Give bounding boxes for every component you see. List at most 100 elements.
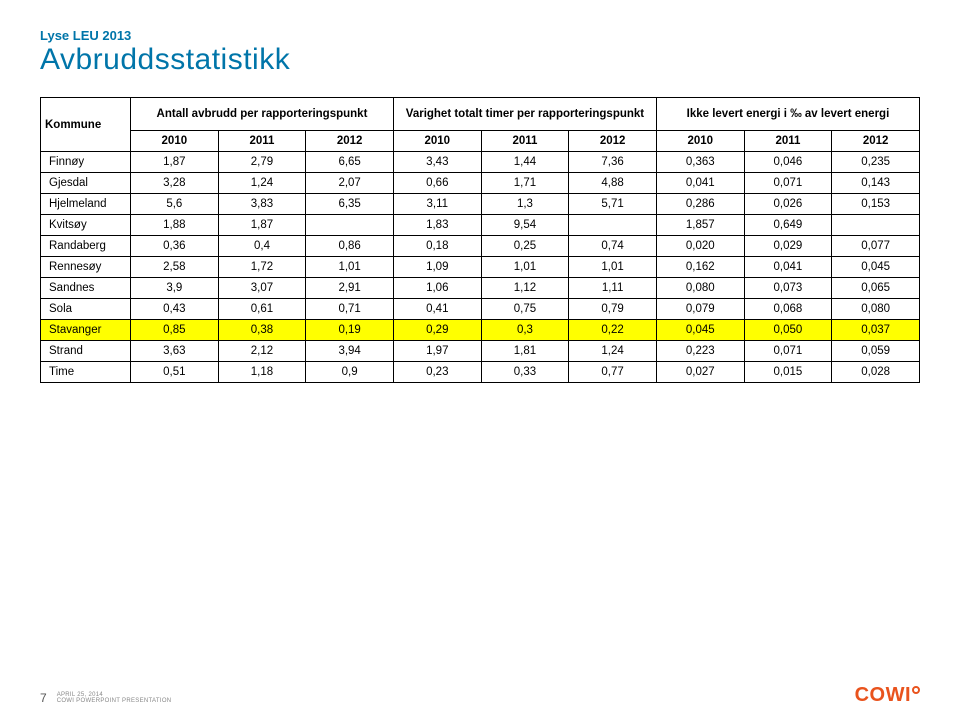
table-row: Sola0,430,610,710,410,750,790,0790,0680,…	[41, 299, 920, 320]
cell: 0,23	[393, 362, 481, 383]
cell: 0,143	[832, 173, 920, 194]
cell: 5,6	[131, 194, 219, 215]
logo-text: COWI	[855, 684, 911, 707]
cell: 1,24	[569, 341, 657, 362]
cell: 0,068	[744, 299, 832, 320]
cell: 0,065	[832, 278, 920, 299]
cell: 0,51	[131, 362, 219, 383]
cell: 0,071	[744, 173, 832, 194]
footer-source: COWI POWERPOINT PRESENTATION	[57, 698, 172, 704]
cell: 0,026	[744, 194, 832, 215]
cell: 7,36	[569, 152, 657, 173]
cell: 0,041	[744, 257, 832, 278]
cell: 0,29	[393, 320, 481, 341]
cell: 0,61	[218, 299, 306, 320]
table-row: Kvitsøy1,881,871,839,541,8570,649	[41, 215, 920, 236]
cell: 0,36	[131, 236, 219, 257]
cell: 1,87	[218, 215, 306, 236]
cell: 2,07	[306, 173, 394, 194]
cell: 2,79	[218, 152, 306, 173]
cell	[569, 215, 657, 236]
row-label: Gjesdal	[41, 173, 131, 194]
cell: 3,07	[218, 278, 306, 299]
cell: 0,162	[656, 257, 744, 278]
yr: 2012	[569, 131, 657, 152]
cell: 0,077	[832, 236, 920, 257]
cell: 0,029	[744, 236, 832, 257]
cell: 5,71	[569, 194, 657, 215]
table-head: Kommune Antall avbrudd per rapporterings…	[41, 98, 920, 152]
cell: 0,74	[569, 236, 657, 257]
cell: 0,4	[218, 236, 306, 257]
row-label: Randaberg	[41, 236, 131, 257]
statistics-table: Kommune Antall avbrudd per rapporterings…	[40, 97, 920, 383]
cell: 0,41	[393, 299, 481, 320]
cell: 0,050	[744, 320, 832, 341]
yr: 2012	[832, 131, 920, 152]
cell: 0,235	[832, 152, 920, 173]
cell: 0,71	[306, 299, 394, 320]
cell: 1,97	[393, 341, 481, 362]
cell: 1,81	[481, 341, 569, 362]
row-label: Strand	[41, 341, 131, 362]
cell: 0,3	[481, 320, 569, 341]
cell: 0,223	[656, 341, 744, 362]
row-label: Rennesøy	[41, 257, 131, 278]
yr: 2010	[131, 131, 219, 152]
yr: 2010	[656, 131, 744, 152]
cell: 0,020	[656, 236, 744, 257]
cell: 1,87	[131, 152, 219, 173]
row-label: Sola	[41, 299, 131, 320]
cell: 1,83	[393, 215, 481, 236]
cell: 1,44	[481, 152, 569, 173]
cell: 0,85	[131, 320, 219, 341]
cell: 0,43	[131, 299, 219, 320]
table-row: Finnøy1,872,796,653,431,447,360,3630,046…	[41, 152, 920, 173]
cell: 1,18	[218, 362, 306, 383]
yr: 2011	[218, 131, 306, 152]
cell: 0,79	[569, 299, 657, 320]
cell: 0,080	[832, 299, 920, 320]
cell: 0,073	[744, 278, 832, 299]
cell: 0,19	[306, 320, 394, 341]
table-row: Stavanger0,850,380,190,290,30,220,0450,0…	[41, 320, 920, 341]
cell: 0,071	[744, 341, 832, 362]
cell: 3,11	[393, 194, 481, 215]
cell: 3,83	[218, 194, 306, 215]
cell: 6,65	[306, 152, 394, 173]
cell: 0,028	[832, 362, 920, 383]
table-row: Hjelmeland5,63,836,353,111,35,710,2860,0…	[41, 194, 920, 215]
cell: 2,58	[131, 257, 219, 278]
cell: 0,041	[656, 173, 744, 194]
table-row: Rennesøy2,581,721,011,091,011,010,1620,0…	[41, 257, 920, 278]
footer: 7 APRIL 25, 2014 COWI POWERPOINT PRESENT…	[40, 691, 171, 705]
col-ikke: Ikke levert energi i ‰ av levert energi	[656, 98, 919, 131]
cell: 1,72	[218, 257, 306, 278]
cell: 0,045	[832, 257, 920, 278]
cell: 6,35	[306, 194, 394, 215]
cell: 1,11	[569, 278, 657, 299]
table-body: Finnøy1,872,796,653,431,447,360,3630,046…	[41, 152, 920, 383]
table-row: Time0,511,180,90,230,330,770,0270,0150,0…	[41, 362, 920, 383]
cell: 0,363	[656, 152, 744, 173]
cell: 0,037	[832, 320, 920, 341]
cell: 0,153	[832, 194, 920, 215]
col-varighet: Varighet totalt timer per rapporteringsp…	[393, 98, 656, 131]
cell: 0,86	[306, 236, 394, 257]
cell: 0,25	[481, 236, 569, 257]
row-label: Finnøy	[41, 152, 131, 173]
cell: 0,649	[744, 215, 832, 236]
row-label: Sandnes	[41, 278, 131, 299]
page-title: Avbruddsstatistikk	[40, 43, 920, 77]
row-label: Stavanger	[41, 320, 131, 341]
cowi-logo: COWI	[855, 684, 920, 707]
cell: 1,88	[131, 215, 219, 236]
cell: 0,046	[744, 152, 832, 173]
cell: 1,857	[656, 215, 744, 236]
header-group-row: Kommune Antall avbrudd per rapporterings…	[41, 98, 920, 131]
row-label: Time	[41, 362, 131, 383]
cell: 3,43	[393, 152, 481, 173]
col-kommune: Kommune	[41, 98, 131, 152]
logo-dot-icon	[912, 686, 920, 694]
cell: 0,9	[306, 362, 394, 383]
